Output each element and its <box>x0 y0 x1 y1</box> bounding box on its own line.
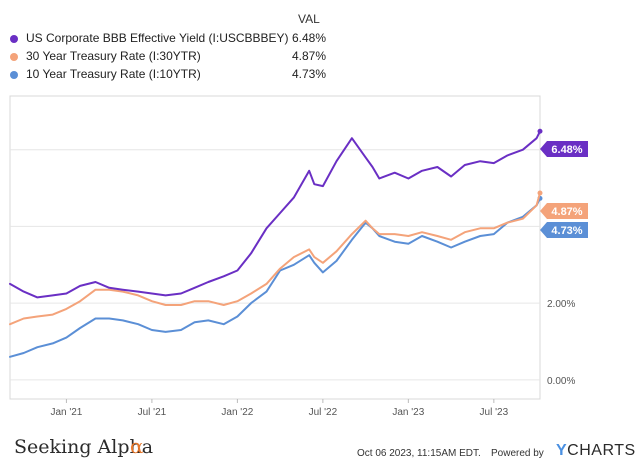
series-lines <box>9 128 543 358</box>
end-value-tag <box>540 203 588 219</box>
legend-value: 4.73% <box>292 67 327 81</box>
series-line <box>9 197 541 358</box>
end-value-label: 6.48% <box>551 144 582 156</box>
legend-item-10yr[interactable]: 10 Year Treasury Rate (I:10YTR) 4.73% <box>8 66 348 84</box>
ycharts-logo-text: CHARTS <box>567 442 635 459</box>
legend-item-30yr[interactable]: 30 Year Treasury Rate (I:30YTR) 4.87% <box>8 48 348 66</box>
footer: Seeking Alpha α Oct 06 2023, 11:15AM EDT… <box>0 428 635 467</box>
alpha-symbol-icon: α <box>130 434 144 458</box>
brand-name: Seeking Alpha <box>14 436 154 458</box>
legend-swatch-30yr <box>10 53 18 61</box>
legend-swatch-bbb-yield <box>10 35 18 43</box>
chart-legend: VAL US Corporate BBB Effective Yield (I:… <box>0 0 635 90</box>
series-end-point <box>537 128 543 134</box>
powered-by-label: Powered by <box>491 448 544 459</box>
x-tick-label: Jan '21 <box>50 407 82 418</box>
legend-item-bbb-yield[interactable]: US Corporate BBB Effective Yield (I:USCB… <box>8 30 348 48</box>
end-value-tag <box>540 222 588 238</box>
x-tick-label: Jul '23 <box>480 407 509 418</box>
legend-value: 4.87% <box>292 49 327 63</box>
end-value-label: 4.87% <box>551 206 582 218</box>
timestamp: Oct 06 2023, 11:15AM EDT. <box>357 448 481 459</box>
plot-area <box>9 95 541 400</box>
legend-value: 6.48% <box>292 31 327 45</box>
x-tick-label: Jul '21 <box>138 407 167 418</box>
ycharts-logo[interactable]: YCHARTS <box>556 442 635 460</box>
y-axis: 0.00%2.00%4.00%6.00% <box>547 146 575 387</box>
legend-value-header: VAL <box>298 12 320 26</box>
y-tick-label: 2.00% <box>547 299 575 310</box>
ycharts-logo-y: Y <box>556 442 568 459</box>
seeking-alpha-logo[interactable]: Seeking Alpha α <box>14 434 154 458</box>
legend-label: 10 Year Treasury Rate (I:10YTR) <box>26 67 201 81</box>
x-tick-label: Jul '22 <box>309 407 338 418</box>
legend-label: 30 Year Treasury Rate (I:30YTR) <box>26 49 201 63</box>
legend-label: US Corporate BBB Effective Yield (I:USCB… <box>26 31 289 45</box>
x-tick-label: Jan '22 <box>221 407 253 418</box>
end-value-tags: 6.48% 4.87% 4.73% <box>540 141 588 238</box>
series-line <box>9 130 541 299</box>
x-axis: Jan '21 Jul '21 Jan '22 Jul '22 Jan '23 Jul '… <box>50 399 509 418</box>
series-end-point <box>537 190 543 196</box>
x-tick-label: Jan '23 <box>392 407 424 418</box>
series-line <box>9 192 541 326</box>
y-tick-label: 0.00% <box>547 376 575 387</box>
gridlines <box>10 149 540 381</box>
end-value-tag <box>540 141 588 157</box>
legend-swatch-10yr <box>10 71 18 79</box>
end-value-label: 4.73% <box>551 225 582 237</box>
